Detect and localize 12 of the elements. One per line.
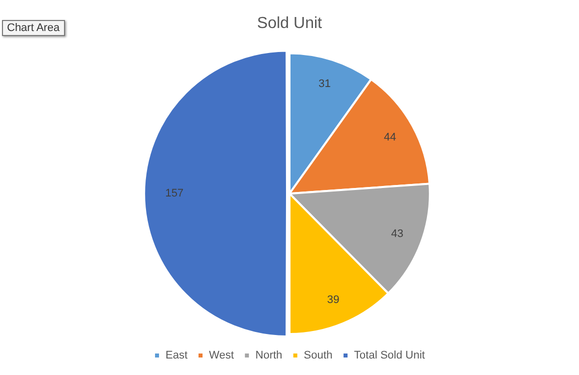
legend-label: North [255,350,282,362]
legend-label: South [304,350,333,362]
data-label: 43 [391,228,404,240]
data-label: 44 [384,131,396,144]
legend-label: East [166,350,188,362]
data-label: 31 [318,78,331,90]
text: Chart Area [2,20,65,36]
legend-label: Total Sold Unit [354,350,425,362]
data-label: 39 [327,294,340,306]
chart-title: Sold Unit [257,15,323,32]
data-label: 157 [165,188,184,200]
legend-label: West [209,350,234,362]
